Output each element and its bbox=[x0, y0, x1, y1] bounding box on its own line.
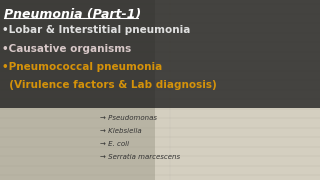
Text: → Klebsiella: → Klebsiella bbox=[100, 128, 142, 134]
Text: •Pneumococcal pneumonia: •Pneumococcal pneumonia bbox=[2, 62, 162, 72]
Bar bbox=[155, 0, 320, 180]
Text: •Causative organisms: •Causative organisms bbox=[2, 44, 131, 54]
Bar bbox=[0, 0, 320, 108]
Text: •Lobar & Interstitial pneumonia: •Lobar & Interstitial pneumonia bbox=[2, 25, 190, 35]
Text: → Serratia marcescens: → Serratia marcescens bbox=[100, 154, 180, 160]
Text: → E. coli: → E. coli bbox=[100, 141, 129, 147]
Text: (Virulence factors & Lab diagnosis): (Virulence factors & Lab diagnosis) bbox=[2, 80, 217, 90]
Text: → Pseudomonas: → Pseudomonas bbox=[100, 115, 157, 121]
Text: Pneumonia (Part-1): Pneumonia (Part-1) bbox=[4, 8, 141, 21]
